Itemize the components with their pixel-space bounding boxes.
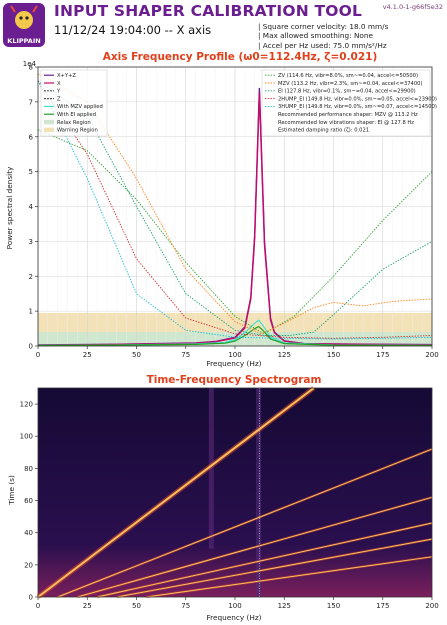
legend-right-item: 2HUMP_EI (149.8 Hz, vibr=0.0%, sm~=0.05,… [278, 96, 437, 102]
app-title: INPUT SHAPER CALIBRATION TOOL [54, 2, 363, 20]
x-tick-label: 100 [228, 602, 241, 610]
legend-left-item: Y [56, 89, 61, 95]
legend-right-item: Recommended low vibrations shaper: EI @ … [278, 120, 414, 126]
harmonic-line [37, 387, 315, 598]
legend-swatch [44, 119, 54, 125]
legend-right-item: MZV (113.2 Hz, vibr=2.3%, sm~=0.04, acce… [278, 81, 422, 87]
legend-right-item: EI (127.8 Hz, vibr=0.1%, sm~=0.04, accel… [278, 89, 416, 95]
y-tick-label: 4 [29, 203, 34, 211]
klippain-logo: KLIPPAIN [3, 3, 45, 47]
y-tick-label: 120 [20, 401, 33, 409]
harmonic-line [57, 448, 433, 598]
x-tick-label: 75 [181, 602, 190, 610]
y-tick-label: 6 [29, 133, 34, 141]
spectrogram-plot [36, 386, 433, 599]
app-subtitle: 11/12/24 19:04:00 -- X axis [54, 23, 212, 37]
frequency-profile-series [37, 73, 433, 347]
y-tick-label: 2 [29, 273, 33, 281]
x-tick-label: 50 [132, 602, 141, 610]
legend-left-item: X+Y+Z [57, 73, 76, 79]
version-label: v4.1.0-1-g66f5e32 [382, 3, 443, 11]
legend-right-box [261, 69, 431, 137]
harmonic-line [116, 538, 433, 598]
x-tick-label: 200 [425, 351, 438, 359]
spectrogram-title: Time-Frequency Spectrogram [147, 374, 322, 386]
legend-left-item: Relax Region [57, 120, 91, 126]
x-tick-label: 25 [83, 351, 92, 359]
y-tick-label: 20 [24, 561, 33, 569]
y-tick-label: 8 [29, 64, 33, 72]
spectrogram-background [38, 388, 432, 597]
logo-text: KLIPPAIN [7, 37, 40, 45]
x-tick-label: 125 [278, 351, 291, 359]
x-tick-label: 175 [376, 351, 389, 359]
x-tick-label: 75 [181, 351, 190, 359]
x-tick-label: 175 [376, 602, 389, 610]
y-tick-label: 100 [20, 433, 33, 441]
legend-right-item: ZV (114.6 Hz, vibr=8.0%, sm~=0.04, accel… [278, 73, 418, 79]
y-tick-label: 1 [29, 308, 33, 316]
x-tick-label: 25 [83, 602, 92, 610]
series-line [37, 80, 433, 339]
series-line [37, 325, 433, 347]
harmonic-line [96, 522, 433, 598]
spectrogram-axes: 0 25 50 75 100 125 150 175 200 0 20 40 60 80 100 120 [20, 387, 439, 610]
legend-left-box [40, 69, 108, 137]
spectrogram-xlabel: Frequency (Hz) [206, 613, 261, 622]
x-tick-label: 150 [327, 351, 340, 359]
x-tick-label: 100 [228, 351, 241, 359]
x-tick-label: 0 [36, 602, 40, 610]
y-tick-label: 5 [29, 168, 33, 176]
legend-left-item: With MZV applied [57, 104, 103, 110]
harmonic-line [146, 556, 433, 598]
legend-left-item: Warning Region [57, 128, 98, 134]
harmonic-line [77, 496, 433, 598]
y-tick-label: 3 [29, 238, 33, 246]
x-tick-label: 125 [278, 602, 291, 610]
frequency-profile-legend-left: X+Y+Z XYZ With MZV applied With EI applied R… [40, 69, 108, 137]
frequency-profile-xlabel: Frequency (Hz) [206, 359, 261, 368]
x-tick-label: 50 [132, 351, 141, 359]
legend-left-item: Z [57, 96, 61, 102]
y-offset-label: 1e4 [23, 60, 37, 68]
x-tick-label: 0 [36, 351, 40, 359]
x-tick-label: 150 [327, 602, 340, 610]
frequency-profile-ylabel: Power spectral density [5, 166, 14, 249]
series-line [37, 80, 433, 336]
series-line [37, 129, 433, 335]
y-tick-label: 0 [29, 594, 33, 602]
frequency-profile-legend-right: ZV (114.6 Hz, vibr=8.0%, sm~=0.04, accel… [261, 69, 437, 137]
y-tick-label: 60 [24, 497, 33, 505]
legend-left-item: X [57, 81, 61, 87]
legend-right-item: 3HUMP_EI (149.8 Hz, vibr=0.0%, sm~=0.07,… [278, 104, 437, 110]
legend-right-item: Estimated damping ratio (ζ): 0.021 [278, 128, 369, 134]
info-line-smoothing: | Max allowed smoothing: None [258, 31, 374, 41]
calibration-info: | Square corner velocity: 18.0 mm/s | Ma… [258, 22, 388, 50]
series-line [37, 73, 433, 335]
y-tick-label: 0 [29, 343, 33, 351]
legend-left-item: With EI applied [57, 112, 96, 118]
info-line-accel: | Accel per Hz used: 75.0 mm/s²/Hz [258, 40, 387, 50]
frequency-profile-axes: 0 25 50 75 100 125 150 175 200 0 1 2 3 4 5 6 7 8 [29, 64, 439, 360]
legend-right-item: Recommended performance shaper: MZV @ 11… [278, 112, 418, 118]
y-tick-label: 40 [24, 529, 33, 537]
y-tick-label: 80 [24, 465, 33, 473]
info-line-scv: | Square corner velocity: 18.0 mm/s [258, 22, 389, 31]
spectrogram-ylabel: Time (s) [7, 475, 16, 506]
legend-swatch [44, 127, 54, 133]
frequency-profile-title: Axis Frequency Profile (ω0=112.4Hz, ζ=0.… [103, 51, 378, 63]
x-tick-label: 200 [425, 602, 438, 610]
y-tick-label: 7 [29, 98, 33, 106]
series-line [37, 80, 433, 340]
